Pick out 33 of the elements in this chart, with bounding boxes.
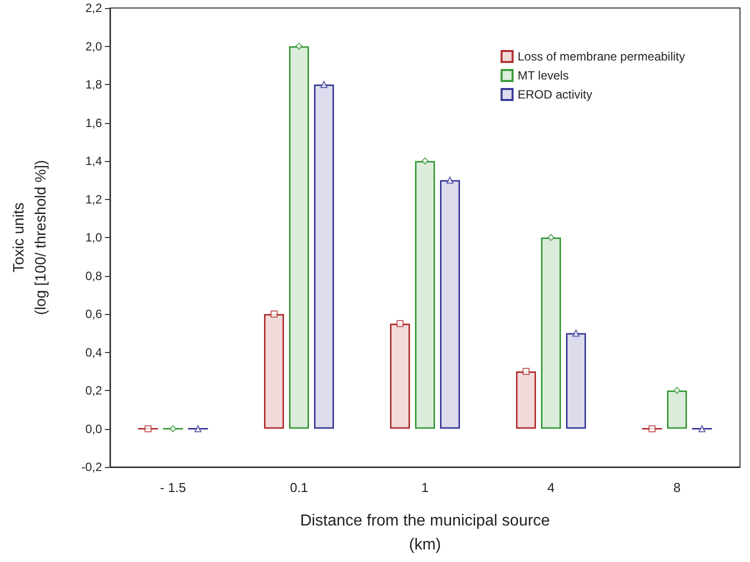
bar — [289, 46, 309, 429]
y-tick-label: 1,4 — [85, 154, 102, 168]
legend-label: EROD activity — [518, 88, 592, 102]
y-tick-label: 1,0 — [85, 230, 102, 244]
legend-label: MT levels — [518, 68, 569, 82]
y-tick-label: 0,4 — [85, 345, 102, 360]
bar — [264, 314, 284, 429]
x-tick-label: - 1.5 — [160, 480, 186, 495]
bar — [516, 371, 536, 429]
bar — [314, 84, 334, 429]
y-tick-label: 0,8 — [85, 268, 102, 283]
x-tick-label: 4 — [547, 480, 555, 495]
legend-label: Loss of membrane permeability — [518, 50, 686, 64]
x-tick-label: 0.1 — [290, 480, 308, 495]
y-tick-label: 2,2 — [85, 1, 102, 15]
x-axis-title: Distance from the municipal source (km) — [300, 512, 550, 554]
bar — [440, 180, 460, 429]
y-tick-label: 1,6 — [85, 116, 102, 130]
y-tick-label: 1,8 — [85, 78, 102, 92]
x-tick-label: 8 — [673, 480, 681, 495]
y-tick-label: 0,2 — [85, 384, 102, 398]
y-tick-label: 0,0 — [85, 422, 102, 436]
bar — [566, 333, 586, 429]
bar — [415, 161, 435, 429]
bar — [541, 238, 561, 429]
y-tick-label: -0,2 — [81, 460, 102, 474]
y-tick-label: 1,2 — [85, 192, 102, 206]
x-tick-label: 1 — [421, 480, 429, 495]
y-axis-title: Toxic units (log [100/ threshold %]) — [10, 160, 50, 316]
y-tick-label: 2,0 — [85, 39, 102, 54]
y-tick-label: 0,6 — [85, 307, 102, 321]
bar — [667, 390, 687, 429]
bar — [390, 324, 410, 429]
